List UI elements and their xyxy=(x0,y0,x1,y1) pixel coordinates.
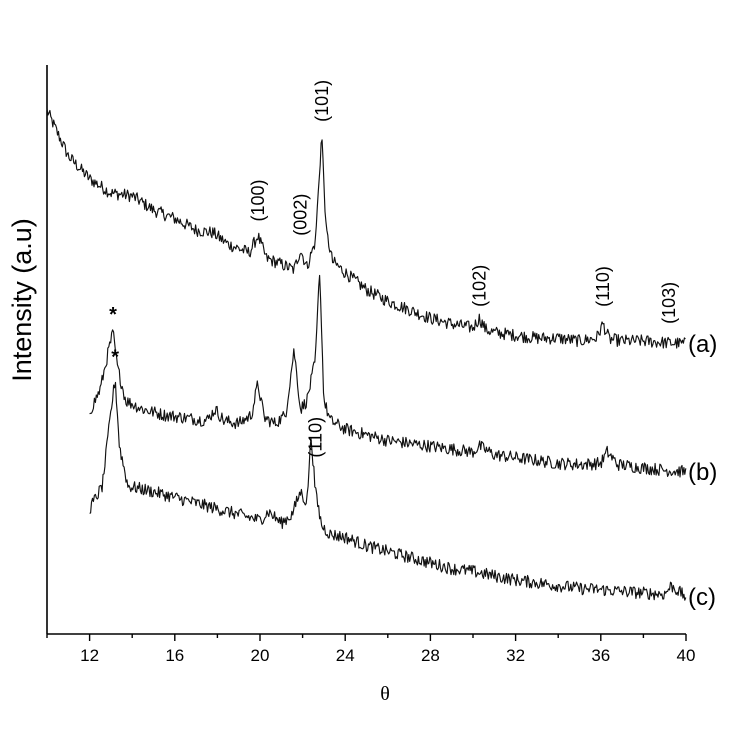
series-label-b: (b) xyxy=(688,459,717,486)
star-marker: * xyxy=(109,304,117,326)
peak-label: (110) xyxy=(305,417,325,458)
peak-label: (110) xyxy=(593,266,613,307)
peak-label: (002) xyxy=(290,194,310,236)
x-tick-label: 36 xyxy=(591,646,610,665)
peak-label: (103) xyxy=(659,282,679,324)
x-tick-label: 24 xyxy=(336,646,355,665)
x-tick-label: 12 xyxy=(80,646,99,665)
series-line-c xyxy=(89,381,687,601)
peak-label: (100) xyxy=(248,179,268,221)
peak-label: (102) xyxy=(469,265,489,307)
x-tick-label: 20 xyxy=(251,646,270,665)
x-ticks: 12 16 20 24 28 32 36 40 xyxy=(46,634,696,665)
star-marker: * xyxy=(111,347,119,369)
x-tick-label: 40 xyxy=(677,646,696,665)
axes xyxy=(46,65,686,635)
x-tick-label: 16 xyxy=(165,646,184,665)
series-line-b xyxy=(89,274,687,478)
annotations: (100) (002) (101) (102) (110) (103) (110) * * (a)… xyxy=(109,80,717,611)
y-axis-title: Intensity (a.u) xyxy=(7,218,37,382)
series-label-c: (c) xyxy=(688,584,716,611)
series-line-a xyxy=(46,108,686,349)
x-tick-label: 28 xyxy=(421,646,440,665)
series-curves xyxy=(46,108,687,601)
x-tick-label: 32 xyxy=(506,646,525,665)
series-label-a: (a) xyxy=(688,331,717,358)
x-axis-title: θ xyxy=(380,683,390,705)
peak-label: (101) xyxy=(312,80,332,122)
